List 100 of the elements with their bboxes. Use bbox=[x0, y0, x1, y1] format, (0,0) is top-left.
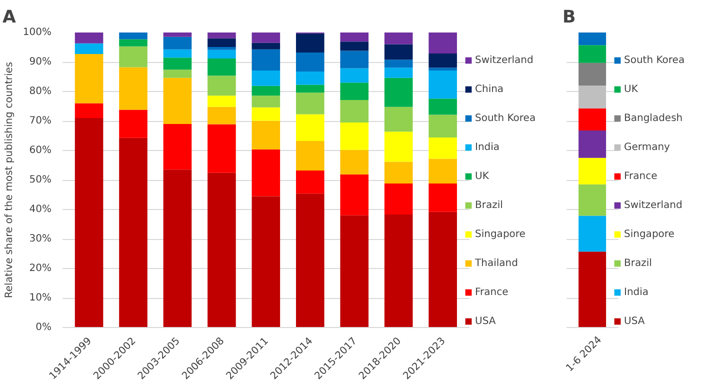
bar bbox=[578, 62, 606, 86]
bar bbox=[340, 174, 369, 216]
bar bbox=[428, 158, 457, 184]
bar bbox=[428, 68, 457, 71]
bar bbox=[384, 68, 413, 78]
legend-label: Singapore bbox=[475, 228, 526, 240]
bar bbox=[74, 103, 104, 118]
bar bbox=[296, 84, 324, 93]
bar bbox=[578, 184, 606, 216]
bar bbox=[340, 68, 369, 83]
bar bbox=[340, 150, 369, 174]
legend-label: Switzerland bbox=[624, 199, 682, 211]
bar bbox=[163, 70, 192, 78]
bar bbox=[252, 149, 280, 196]
bar bbox=[384, 44, 413, 60]
bar bbox=[252, 107, 280, 121]
bar bbox=[428, 70, 457, 99]
legend-label: UK bbox=[475, 170, 490, 182]
legend-label: USA bbox=[624, 315, 645, 327]
bar bbox=[208, 38, 236, 47]
bar bbox=[340, 32, 369, 42]
bar bbox=[163, 58, 192, 70]
bar bbox=[74, 118, 104, 328]
bar bbox=[296, 141, 324, 171]
bar bbox=[74, 32, 104, 44]
bar bbox=[74, 54, 104, 104]
bar bbox=[340, 100, 369, 122]
bar bbox=[428, 32, 457, 54]
bar bbox=[428, 138, 457, 159]
bar bbox=[252, 42, 280, 50]
bar bbox=[296, 114, 324, 142]
legend-label: South Korea bbox=[624, 54, 685, 66]
y-tick-label: 90% bbox=[29, 56, 52, 68]
bar bbox=[296, 194, 324, 328]
y-tick-label: 100% bbox=[22, 27, 52, 38]
bar bbox=[578, 108, 606, 130]
y-tick-label: 10% bbox=[29, 292, 52, 304]
legend-label: India bbox=[475, 141, 500, 153]
chart-title: A bbox=[2, 8, 16, 28]
y-tick-label: 60% bbox=[29, 145, 52, 156]
bar bbox=[384, 162, 413, 184]
legend-label: China bbox=[475, 83, 504, 95]
bar bbox=[578, 32, 606, 46]
bar bbox=[340, 42, 369, 51]
bar bbox=[208, 172, 236, 328]
legend-label: France bbox=[475, 286, 508, 298]
bar bbox=[208, 58, 236, 76]
bar bbox=[384, 60, 413, 68]
bar bbox=[119, 138, 148, 328]
bar bbox=[384, 184, 413, 215]
y-tick-label: 30% bbox=[29, 234, 52, 244]
bar bbox=[296, 33, 324, 53]
legend-label: South Korea bbox=[475, 112, 536, 124]
bar bbox=[252, 70, 280, 86]
bar bbox=[119, 110, 148, 138]
bar bbox=[384, 106, 413, 132]
y-tick-label: 0% bbox=[36, 322, 52, 333]
bar bbox=[296, 52, 324, 72]
bar bbox=[384, 32, 413, 44]
legend-label: Switzerland bbox=[475, 54, 534, 66]
bar bbox=[163, 170, 192, 328]
bar bbox=[578, 158, 606, 184]
bar bbox=[74, 43, 104, 54]
y-tick-label: 50% bbox=[29, 174, 52, 186]
bar bbox=[252, 96, 280, 108]
bar bbox=[578, 216, 606, 252]
bar bbox=[384, 78, 413, 107]
bar bbox=[252, 49, 280, 71]
bar bbox=[578, 130, 606, 158]
bar bbox=[163, 36, 192, 50]
bar bbox=[428, 98, 457, 115]
legend-label: Thailand bbox=[475, 257, 518, 269]
bar bbox=[208, 32, 236, 38]
bar bbox=[296, 92, 324, 114]
bar bbox=[163, 78, 192, 124]
bar bbox=[208, 124, 236, 173]
bar bbox=[578, 45, 606, 63]
bar bbox=[578, 252, 606, 328]
bar bbox=[119, 67, 148, 110]
bar bbox=[252, 86, 280, 96]
legend-label: France bbox=[624, 170, 658, 182]
bar bbox=[163, 32, 192, 37]
legend-label: UK bbox=[624, 83, 639, 95]
bar bbox=[428, 114, 457, 138]
bar bbox=[208, 50, 236, 58]
y-tick-label: 20% bbox=[29, 263, 52, 274]
bar bbox=[384, 132, 413, 162]
y-axis-title: Relative share of the most publishing countries bbox=[4, 62, 15, 298]
legend-label: India bbox=[624, 286, 649, 298]
legend-label: Brazil bbox=[475, 199, 503, 211]
legend-label: USA bbox=[475, 315, 496, 327]
bar bbox=[340, 50, 369, 68]
bar bbox=[340, 215, 369, 328]
bar bbox=[208, 76, 236, 96]
bar bbox=[428, 184, 457, 212]
bar bbox=[340, 122, 369, 150]
bar bbox=[252, 32, 280, 43]
bar bbox=[208, 96, 236, 107]
bar bbox=[252, 196, 280, 328]
bar bbox=[578, 86, 606, 108]
